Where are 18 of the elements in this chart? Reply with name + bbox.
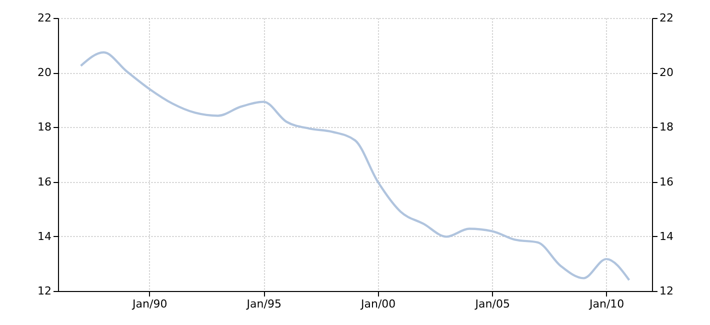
y2-tick-label: 22 (660, 12, 674, 24)
y2-tick-label: 14 (660, 230, 674, 243)
y-tick-label: 16 (38, 175, 52, 188)
x-tick-label: Jan/00 (360, 298, 396, 310)
x-tick-label: Jan/10 (588, 298, 624, 310)
y-tick-label: 22 (38, 12, 52, 24)
x-tick-label: Jan/05 (474, 298, 510, 310)
x-tick-label: Jan/90 (132, 298, 168, 310)
x-tick-label: Jan/95 (246, 298, 282, 310)
y-tick-label: 14 (38, 230, 52, 243)
y-tick-label: 18 (38, 120, 52, 134)
y-tick-label: 20 (38, 66, 52, 80)
y-tick-label: 12 (38, 284, 52, 298)
y2-tick-label: 16 (660, 175, 674, 188)
y2-tick-label: 20 (660, 66, 674, 80)
y2-tick-label: 12 (660, 284, 674, 298)
line-series (80, 51, 630, 282)
y2-tick-label: 18 (660, 120, 674, 134)
